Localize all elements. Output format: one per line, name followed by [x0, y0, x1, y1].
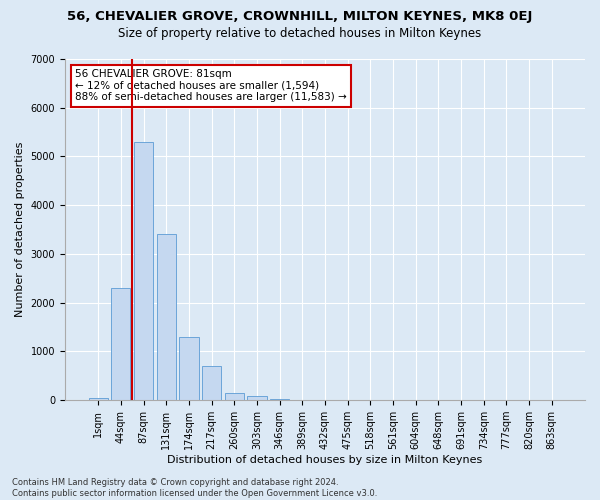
Bar: [134, 142, 153, 400]
Bar: [157, 234, 176, 400]
Text: 56, CHEVALIER GROVE, CROWNHILL, MILTON KEYNES, MK8 0EJ: 56, CHEVALIER GROVE, CROWNHILL, MILTON K…: [67, 10, 533, 23]
Bar: [111, 288, 130, 400]
Bar: [270, 399, 289, 400]
Text: Size of property relative to detached houses in Milton Keynes: Size of property relative to detached ho…: [118, 28, 482, 40]
Bar: [247, 396, 266, 400]
X-axis label: Distribution of detached houses by size in Milton Keynes: Distribution of detached houses by size …: [167, 455, 482, 465]
Bar: [202, 366, 221, 400]
Y-axis label: Number of detached properties: Number of detached properties: [15, 142, 25, 318]
Bar: [179, 337, 199, 400]
Bar: [89, 398, 108, 400]
Bar: [224, 393, 244, 400]
Text: 56 CHEVALIER GROVE: 81sqm
← 12% of detached houses are smaller (1,594)
88% of se: 56 CHEVALIER GROVE: 81sqm ← 12% of detac…: [76, 69, 347, 102]
Text: Contains HM Land Registry data © Crown copyright and database right 2024.
Contai: Contains HM Land Registry data © Crown c…: [12, 478, 377, 498]
